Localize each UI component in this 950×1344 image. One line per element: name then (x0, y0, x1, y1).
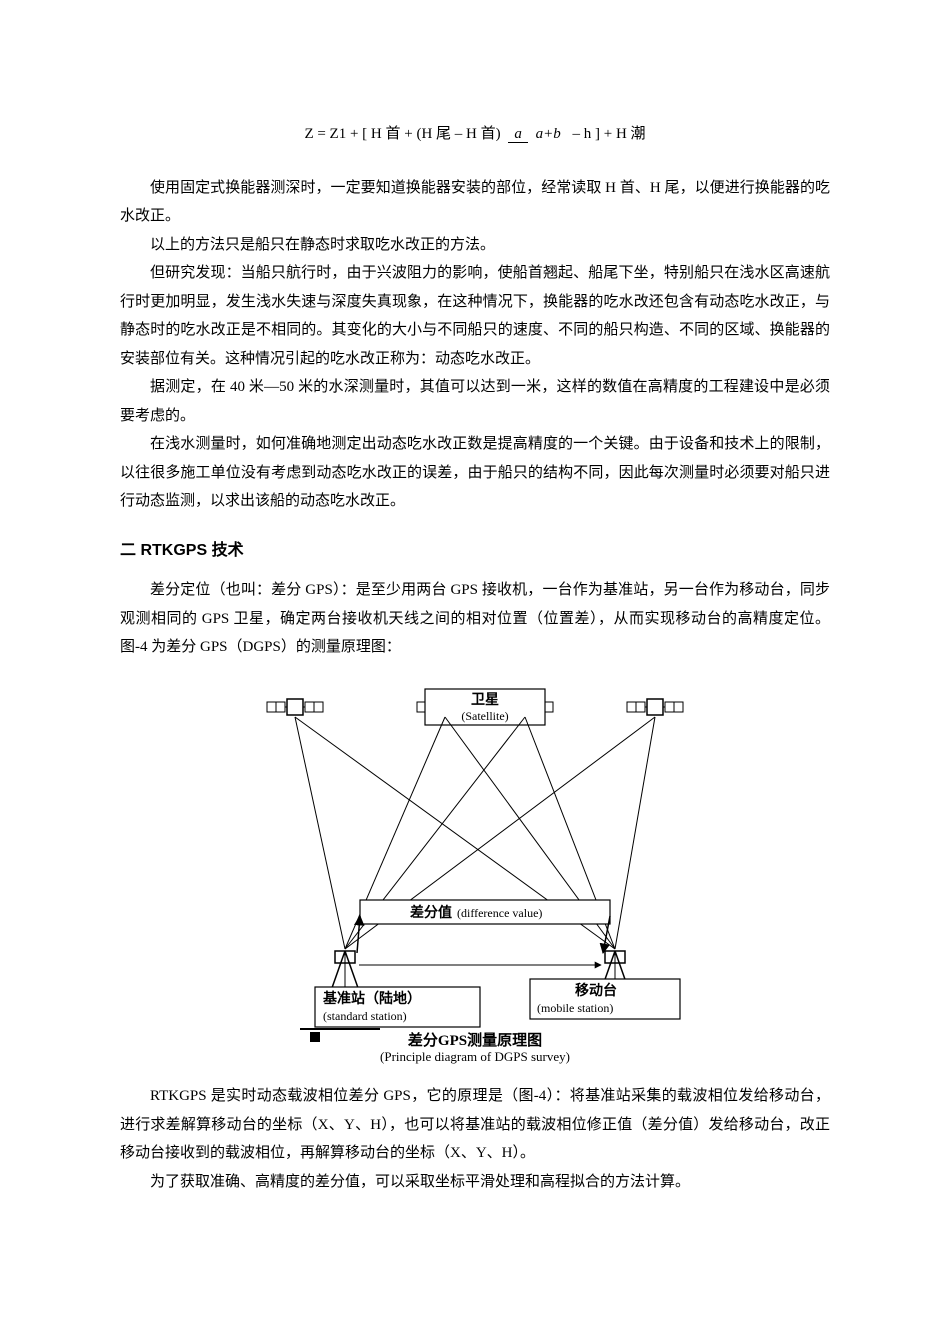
svg-text:差分GPS测量原理图: 差分GPS测量原理图 (408, 1031, 542, 1049)
svg-text:(difference value): (difference value) (457, 906, 542, 920)
paragraph: 以上的方法只是船只在静态时求取吃水改正的方法。 (120, 231, 830, 260)
dgps-diagram: 卫星(Satellite) 差分值 (difference value) 基准站（陆地… (120, 677, 830, 1078)
paragraph: RTKGPS 是实时动态载波相位差分 GPS，它的原理是（图-4）：将基准站采集… (120, 1082, 830, 1168)
svg-text:(mobile station): (mobile station) (537, 1001, 613, 1015)
formula-depth-correction: Z = Z1 + [ H 首 + (H 尾 – H 首) a a+b – h ]… (120, 120, 830, 149)
dgps-svg: 卫星(Satellite) 差分值 (difference value) 基准站（陆地… (235, 677, 715, 1067)
svg-text:基准站（陆地）: 基准站（陆地） (323, 990, 421, 1007)
paragraph: 差分定位（也叫：差分 GPS）：是至少用两台 GPS 接收机，一台作为基准站，另… (120, 576, 830, 662)
svg-text:卫星: 卫星 (471, 692, 499, 708)
paragraph: 但研究发现：当船只航行时，由于兴波阻力的影响，使船首翘起、船尾下坐，特别船只在浅… (120, 259, 830, 373)
section-title: 二 RTKGPS 技术 (120, 536, 830, 566)
svg-text:移动台: 移动台 (575, 982, 617, 999)
paragraph: 为了获取准确、高精度的差分值，可以采取坐标平滑处理和高程拟合的方法计算。 (120, 1168, 830, 1197)
formula-rhs: – h ] + H 潮 (573, 126, 646, 142)
paragraph: 使用固定式换能器测深时，一定要知道换能器安装的部位，经常读取 H 首、H 尾，以… (120, 174, 830, 231)
paragraph: 在浅水测量时，如何准确地测定出动态吃水改正数是提高精度的一个关键。由于设备和技术… (120, 430, 830, 516)
formula-denominator: a+b (532, 126, 565, 142)
formula-lhs: Z = Z1 + [ H 首 + (H 尾 – H 首) (304, 126, 500, 142)
svg-text:(standard station): (standard station) (323, 1009, 407, 1023)
formula-numerator: a (508, 126, 528, 143)
paragraph: 据测定，在 40 米—50 米的水深测量时，其值可以达到一米，这样的数值在高精度… (120, 373, 830, 430)
svg-text:(Principle diagram of DGPS sur: (Principle diagram of DGPS survey) (380, 1049, 570, 1064)
formula-fraction: a a+b (508, 120, 564, 149)
svg-text:差分值: 差分值 (410, 904, 452, 921)
svg-text:(Satellite): (Satellite) (461, 709, 508, 723)
